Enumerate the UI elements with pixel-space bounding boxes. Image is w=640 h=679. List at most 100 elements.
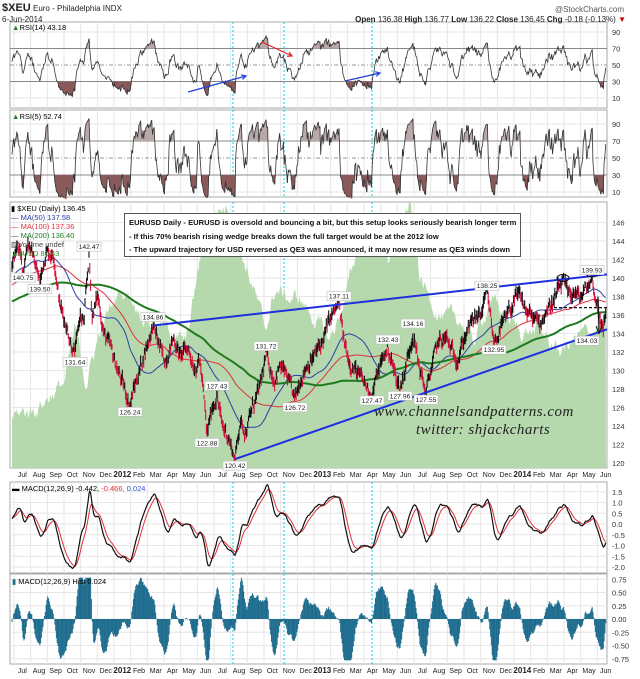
rsi5-line xyxy=(11,118,607,197)
price-annotation-box xyxy=(326,291,352,302)
price-annotation-label: 131.72 xyxy=(256,344,277,351)
note-line-2: - If this 70% bearish rising wedge break… xyxy=(129,231,439,241)
high-label: High xyxy=(404,15,423,24)
x-tick-label: Nov xyxy=(483,472,496,479)
macd-tick-label: 0.0 xyxy=(612,520,622,529)
x-tick-label: Sep xyxy=(449,668,462,675)
watermark-twitter: twitter: shjackcharts xyxy=(416,422,551,438)
price-annotation-box xyxy=(76,241,102,252)
price-annotation-box xyxy=(400,318,426,329)
x-tick-label: 2012 xyxy=(113,470,131,479)
price-annotation-label: 131.64 xyxy=(65,359,86,366)
x-tick-label: Dec xyxy=(499,472,512,479)
x-tick-label: 2013 xyxy=(313,666,331,675)
price-tick-label: 124 xyxy=(612,422,625,431)
rsi-tick-label: 90 xyxy=(612,120,620,129)
hist-tick-label: 0.50 xyxy=(612,589,627,598)
x-tick-label: Dec xyxy=(299,668,312,675)
usd-area-series xyxy=(12,202,606,468)
x-tick-label: Jun xyxy=(600,668,611,675)
x-tick-label: May xyxy=(582,668,596,675)
top-ellipse-marker xyxy=(556,274,570,282)
close-value: 136.45 xyxy=(520,15,545,24)
x-tick-label: Jul xyxy=(218,472,227,479)
x-tick-label: Jul xyxy=(418,472,427,479)
x-tick-label: Dec xyxy=(499,668,512,675)
macd-label: ▬ MACD(12,26,9) -0.442, -0.466, 0.024 xyxy=(12,484,145,493)
line-chart-icon: ▲ xyxy=(12,23,20,32)
price-annotation-label: 138.25 xyxy=(477,283,498,290)
x-tick-label: Oct xyxy=(467,668,478,675)
price-tick-label: 146 xyxy=(612,219,625,228)
x-tick-label: Nov xyxy=(83,668,96,675)
hist-tick-label: -0.75 xyxy=(612,655,629,664)
macd-line xyxy=(11,483,607,570)
x-tick-label: Aug xyxy=(233,668,246,675)
rsi14-text: RSI(14) 43.18 xyxy=(19,23,67,32)
hist-tick-label: -0.50 xyxy=(612,642,629,651)
chg-value: -0.18 (-0.13%) xyxy=(564,15,616,24)
rsi-tick-label: 70 xyxy=(612,137,620,146)
analysis-note: EURUSD Daily - EURUSD is oversold and bo… xyxy=(124,213,522,257)
arrowhead-icon xyxy=(240,74,248,80)
hist-tick-label: 0.25 xyxy=(612,602,627,611)
rsi-divergence-arrow xyxy=(187,75,247,93)
note-line-1: EURUSD Daily - EURUSD is oversold and bo… xyxy=(129,218,517,227)
close-label: Close xyxy=(496,15,518,24)
hist-label: ▮ MACD(12,26,9) Hist 0.024 xyxy=(12,577,106,586)
price-annotation-box xyxy=(474,280,500,291)
wedge-upper-trendline xyxy=(152,273,607,327)
down-arrow-icon: ▼ xyxy=(618,15,626,24)
chart-date: 6-Jun-2014 xyxy=(2,15,43,24)
price-legend-text: $XEU (Daily) 136.45 xyxy=(17,204,86,213)
macd-tick-label: -1.5 xyxy=(612,552,625,561)
open-value: 136.38 xyxy=(377,15,403,24)
arrowhead-icon xyxy=(286,51,294,57)
legend-ma100: — MA(100) 137.36 xyxy=(11,222,75,231)
bar-chart-icon: ▮ xyxy=(11,204,16,213)
price-annotation-box xyxy=(375,334,401,345)
x-tick-label: Jun xyxy=(400,668,411,675)
x-tick-label: Aug xyxy=(33,472,46,479)
x-tick-label: May xyxy=(382,472,396,479)
macd-tick-label: 0.5 xyxy=(612,509,622,518)
x-tick-label: Jun xyxy=(600,472,611,479)
price-tick-label: 130 xyxy=(612,367,625,376)
x-tick-label: Dec xyxy=(299,472,312,479)
x-tick-label: May xyxy=(182,472,196,479)
target-arrow-line xyxy=(597,296,600,331)
macd-panel-frame xyxy=(9,481,608,574)
price-annotation-box xyxy=(359,395,385,406)
price-annotation-label: 127.43 xyxy=(207,383,228,390)
line-icon: ▬ xyxy=(12,484,20,493)
wedge-lower-trendline xyxy=(234,328,607,461)
price-annotation-label: 127.47 xyxy=(362,398,383,405)
rsi-divergence-arrow xyxy=(261,41,293,57)
rsi-tick-label: 70 xyxy=(612,45,620,54)
x-tick-label: Mar xyxy=(150,472,163,479)
x-tick-label: Jun xyxy=(400,472,411,479)
legend-ma200: — MA(200) 136.40 xyxy=(11,231,75,240)
watermark-site: www.channelsandpatterns.com xyxy=(374,404,574,420)
rsi5-label: ▲RSI(5) 52.74 xyxy=(12,112,62,121)
x-tick-label: Dec xyxy=(99,668,112,675)
rsi5-text: RSI(5) 52.74 xyxy=(19,112,62,121)
chg-label: Chg xyxy=(546,15,563,24)
price-annotation-box xyxy=(579,265,605,275)
price-annotation-label: 134.86 xyxy=(143,315,164,322)
symbol: $XEU xyxy=(2,2,31,14)
area-icon: ▲ xyxy=(11,249,19,258)
price-tick-label: 122 xyxy=(612,441,625,450)
ma100-line xyxy=(11,265,606,408)
x-tick-label: Mar xyxy=(550,472,563,479)
x-tick-label: Aug xyxy=(433,472,446,479)
price-tick-label: 128 xyxy=(612,385,625,394)
price-annotation-box xyxy=(204,380,230,391)
x-tick-label: Nov xyxy=(283,472,296,479)
x-tick-label: Feb xyxy=(133,472,145,479)
x-tick-label: Oct xyxy=(467,472,478,479)
x-tick-label: Aug xyxy=(433,668,446,675)
price-annotation-box xyxy=(117,406,143,417)
histogram-icon: ▮ xyxy=(12,577,17,586)
